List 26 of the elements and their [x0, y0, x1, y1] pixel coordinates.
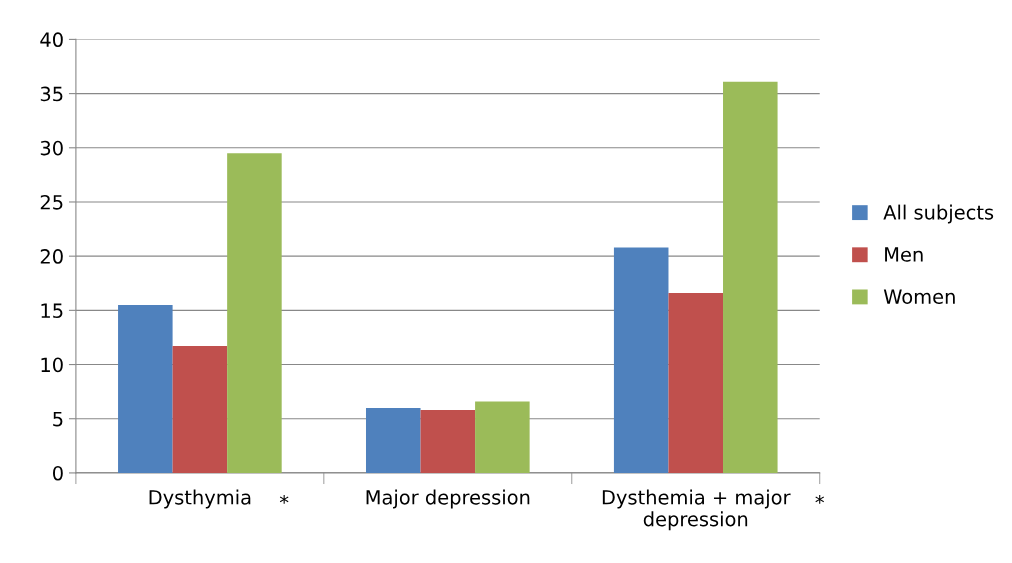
x-tick-label: Major depression — [366, 489, 530, 509]
legend-label: Men — [885, 247, 923, 262]
y-tick-label: 10 — [41, 357, 63, 373]
y-tick-label: 5 — [53, 411, 63, 427]
y-tick-label: 40 — [40, 32, 63, 48]
y-tick-label: 20 — [40, 249, 63, 264]
y-tick-label: 15 — [41, 303, 63, 319]
x-tick-label: Dysthemia + major depression — [602, 489, 791, 531]
y-tick-label: 30 — [40, 140, 63, 156]
text: * — [279, 494, 289, 504]
bar — [420, 410, 476, 473]
y-tick-label: 0 — [53, 465, 63, 481]
x-tick-label: Dysthymia — [149, 489, 251, 509]
y-tick-label: 35 — [40, 86, 63, 102]
bar — [668, 293, 724, 473]
bar — [723, 81, 778, 473]
y-tick-label: 25 — [40, 194, 63, 210]
bar — [118, 304, 173, 473]
bar — [172, 346, 228, 473]
text: * — [815, 494, 824, 504]
bar — [365, 407, 421, 473]
bar — [227, 153, 282, 473]
bar — [475, 401, 530, 473]
legend-label: All subjects — [883, 204, 994, 224]
legend-label: Women — [883, 289, 955, 304]
bar — [613, 247, 669, 473]
